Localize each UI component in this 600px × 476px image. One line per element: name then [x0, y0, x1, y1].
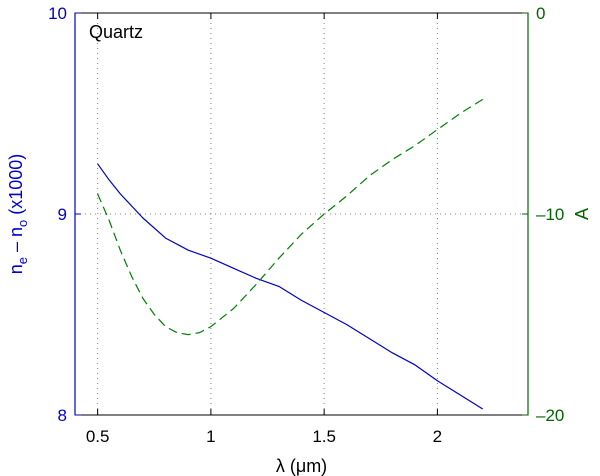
x-axis-label: λ (μm): [276, 456, 327, 476]
left-y-axis-label: ne – no (x1000): [6, 154, 30, 275]
grid-lines: [75, 13, 528, 415]
left-y-axis-label-n: n: [6, 264, 26, 274]
x-tick-label: 0.5: [86, 427, 110, 446]
x-tick-label: 2: [433, 427, 442, 446]
chart-annotation: Quartz: [89, 22, 143, 42]
anisotropy-series-line: [97, 98, 484, 336]
left-y-axis-label-tail: (x1000): [6, 154, 26, 220]
left-y-tick-label: 8: [58, 406, 67, 425]
left-y-axis-label-sub-e: e: [15, 257, 30, 264]
left-y-tick-label: 10: [48, 4, 67, 23]
left-y-axis-label-dash: –: [6, 237, 26, 257]
right-y-tick-label: –20: [536, 406, 564, 425]
series-layer: [97, 98, 484, 410]
x-tick-label: 1: [206, 427, 215, 446]
x-axis-label-suffix: m): [306, 456, 327, 476]
left-y-axis-label-n2: n: [6, 227, 26, 237]
right-y-tick-label: –10: [536, 205, 564, 224]
right-y-tick-label: 0: [536, 4, 545, 23]
x-axis-label-prefix: λ (: [276, 456, 296, 476]
x-axis-label-mu: μ: [296, 456, 306, 476]
left-y-tick-label: 9: [58, 205, 67, 224]
ticks-layer: 0.5 1 1.5 2 8 9 10 –20 –10 0: [48, 4, 564, 446]
right-y-axis-label: A: [572, 208, 592, 220]
left-y-axis-label-sub-o: o: [15, 220, 30, 227]
x-tick-label: 1.5: [312, 427, 336, 446]
birefringence-series-line: [97, 163, 484, 410]
